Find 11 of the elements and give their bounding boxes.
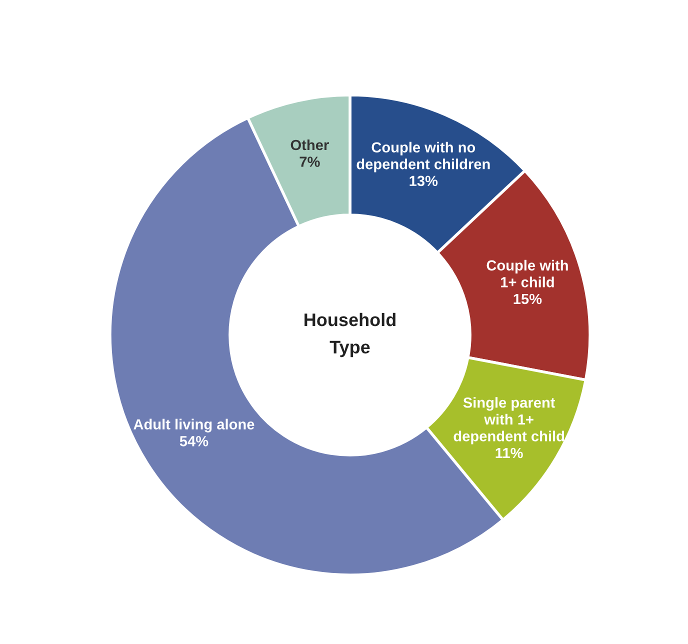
data-label: 7%: [300, 156, 320, 167]
data-label: 11%: [496, 448, 523, 458]
slice-label: Couple with no dependent children: [356, 142, 490, 172]
slice-label: Couple with 1+ child: [486, 260, 568, 288]
data-label: 54%: [180, 436, 208, 446]
text: Household Type: [304, 312, 396, 358]
data-label: 15%: [514, 294, 542, 304]
slice-label: Adult living alone: [134, 418, 254, 432]
slice-label: Single parent with 1+ dependent child: [454, 397, 564, 444]
slice-label: Other: [290, 139, 329, 150]
data-label: 13%: [410, 176, 438, 186]
